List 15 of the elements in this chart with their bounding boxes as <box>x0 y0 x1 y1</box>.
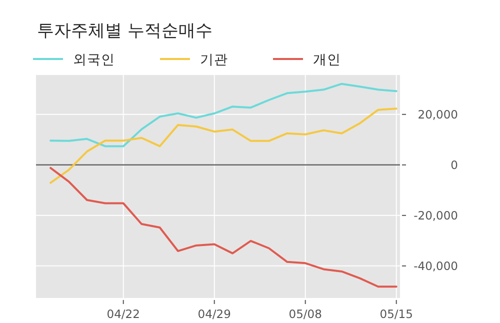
legend-label: 개인 <box>313 52 341 68</box>
line-series <box>50 82 398 148</box>
y-tick-label: -40,000 <box>414 258 458 273</box>
x-tick-label: 05/15 <box>380 307 413 321</box>
x-tick-label: 04/29 <box>198 307 231 321</box>
line-series <box>50 108 398 184</box>
y-tick-label: -20,000 <box>414 208 458 222</box>
line-series <box>50 166 398 288</box>
y-tick-label: 20,000 <box>418 107 458 122</box>
legend-label: 기관 <box>200 52 228 68</box>
x-tick-label: 05/08 <box>288 307 322 321</box>
x-tick-label: 04/22 <box>106 307 140 321</box>
y-tick-label: 0 <box>450 158 458 172</box>
chart-title: 투자주체별 누적순매수 <box>37 21 212 41</box>
legend-label: 외국인 <box>73 52 115 68</box>
